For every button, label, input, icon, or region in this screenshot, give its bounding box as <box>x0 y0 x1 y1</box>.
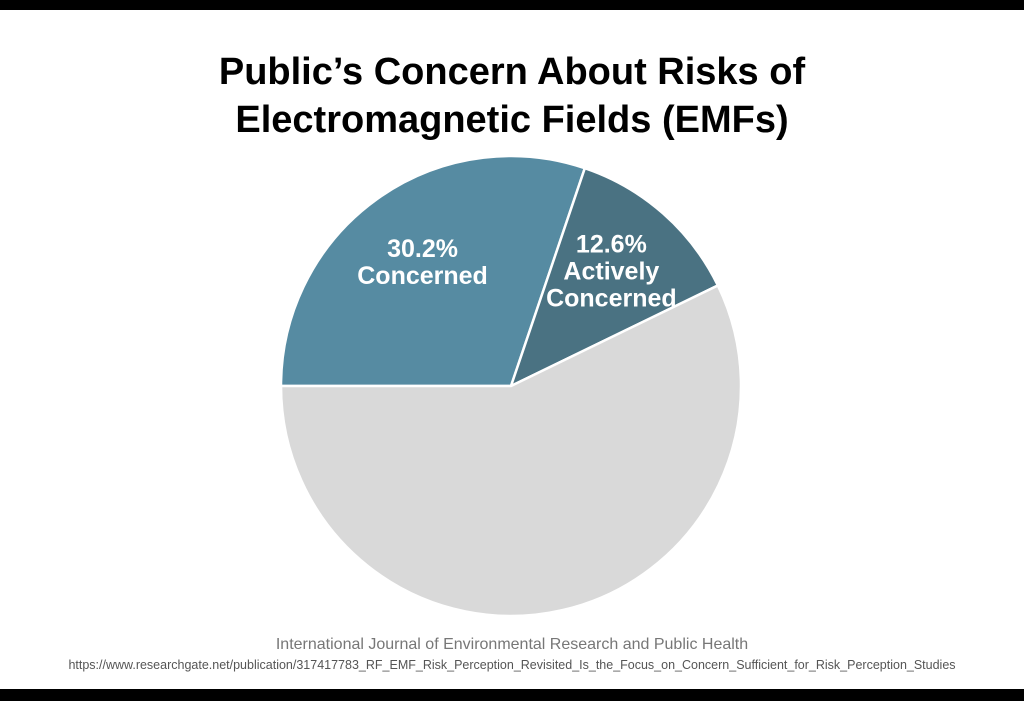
top-border <box>0 0 1024 10</box>
slice-label: 12.6% Actively Concerned <box>536 230 686 313</box>
pie-slice <box>279 154 587 388</box>
slice-label: 30.2% Concerned <box>348 234 498 290</box>
slice-category-label: Concerned <box>357 261 488 290</box>
pie-slice <box>279 283 743 618</box>
source-url: https://www.researchgate.net/publication… <box>68 658 956 672</box>
source: International Journal of Environmental R… <box>275 636 749 653</box>
pie-slice <box>508 166 720 389</box>
slice-value-label: 30.2% <box>387 234 458 263</box>
chart-title: Public’s Concern About Risks of Electrom… <box>218 51 806 141</box>
bottom-border <box>0 689 1024 701</box>
slice-value-label: 12.6% <box>575 230 647 259</box>
slice-category-label: Actively Concerned <box>546 257 677 313</box>
